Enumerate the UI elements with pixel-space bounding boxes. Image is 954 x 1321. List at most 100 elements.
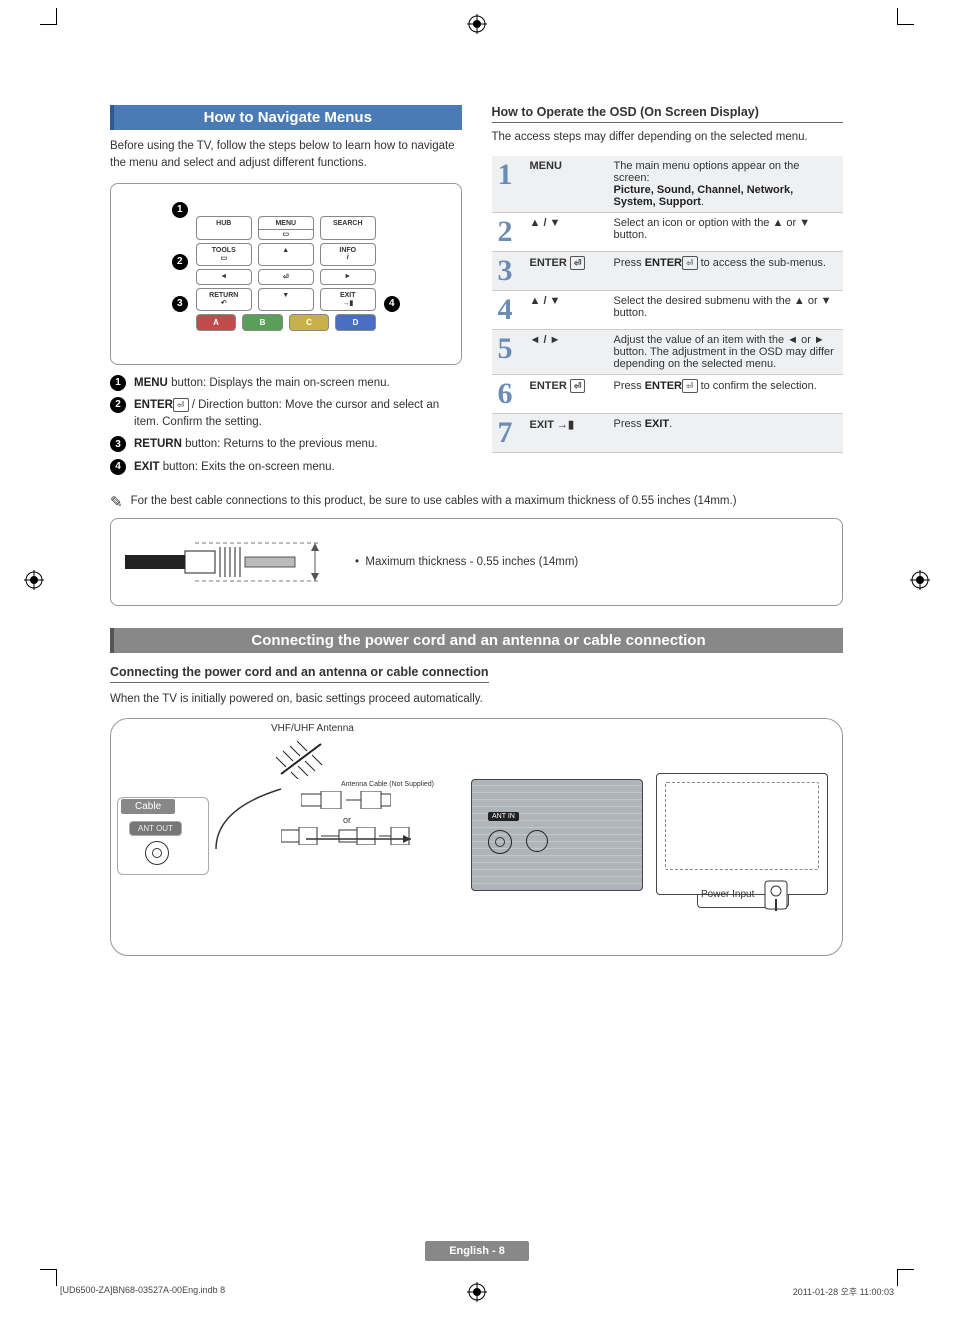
remote-btn-info: INFOi (320, 243, 376, 266)
page-number: English - 8 (425, 1241, 529, 1261)
step-number: 6 (492, 375, 524, 414)
cable-box-outline (117, 797, 209, 875)
section-heading-navigate: How to Navigate Menus (110, 105, 462, 130)
table-row: 3ENTER ⏎Press ENTER⏎ to access the sub-m… (492, 252, 844, 291)
table-row: 4▲ / ▼Select the desired submenu with th… (492, 291, 844, 330)
power-input-label: Power Input (701, 889, 754, 900)
table-row: 6ENTER ⏎Press ENTER⏎ to confirm the sele… (492, 375, 844, 414)
remote-btn-hub: HUB (196, 216, 252, 240)
navigate-item-list: 1 MENU button: Displays the main on-scree… (110, 375, 462, 476)
print-file: [UD6500-ZA]BN68-03527A-00Eng.indb 8 (60, 1285, 225, 1298)
vhf-label: VHF/UHF Antenna (271, 723, 354, 734)
connection-diagram: VHF/UHF Antenna Antenna Cable (Not Suppl… (110, 718, 843, 956)
remote-btn-search: SEARCH (320, 216, 376, 240)
list-item: 4 EXIT button: Exits the on-screen menu. (110, 459, 462, 476)
remote-btn-up: ▲ (258, 243, 314, 266)
step-number: 2 (492, 213, 524, 252)
section-heading-connection: Connecting the power cord and an antenna… (110, 628, 843, 653)
remote-btn-right: ► (320, 269, 376, 285)
tv-back-panel: ANT IN (471, 779, 643, 891)
callout-2: 2 (172, 254, 188, 270)
bullet-num: 2 (110, 397, 126, 413)
step-desc: Select an icon or option with the ▲ or ▼… (608, 213, 844, 252)
step-number: 4 (492, 291, 524, 330)
cable-note-text: For the best cable connections to this p… (131, 495, 737, 507)
callout-1: 1 (172, 202, 188, 218)
print-timestamp: 2011-01-28 오후 11:00:03 (793, 1285, 894, 1298)
remote-btn-color-a: A (196, 314, 237, 331)
table-row: 1MENUThe main menu options appear on the… (492, 156, 844, 213)
remote-btn-color-b: B (242, 314, 283, 331)
coax-icon (488, 830, 512, 854)
remote-btn-color-d: D (335, 314, 376, 331)
bullet-num: 4 (110, 459, 126, 475)
registration-mark (24, 570, 44, 590)
step-desc: Press ENTER⏎ to confirm the selection. (608, 375, 844, 414)
osd-heading: How to Operate the OSD (On Screen Displa… (492, 105, 844, 123)
list-item-text: EXIT button: Exits the on-screen menu. (134, 459, 335, 476)
step-key: ENTER ⏎ (524, 375, 608, 414)
step-number: 3 (492, 252, 524, 291)
connection-subheading: Connecting the power cord and an antenna… (110, 665, 489, 683)
step-key: ◄ / ► (524, 330, 608, 375)
crop-mark (40, 8, 57, 25)
remote-btn-color-c: C (289, 314, 330, 331)
cable-bullet: • Maximum thickness - 0.55 inches (14mm) (355, 556, 578, 568)
step-number: 5 (492, 330, 524, 375)
remote-btn-exit: EXIT→▮ (320, 288, 376, 311)
remote-btn-left: ◄ (196, 269, 252, 285)
right-column: How to Operate the OSD (On Screen Displa… (492, 105, 844, 481)
osd-steps-table: 1MENUThe main menu options appear on the… (492, 156, 844, 453)
connection-lead: When the TV is initially powered on, bas… (110, 691, 843, 708)
list-item-text: MENU button: Displays the main on-screen… (134, 375, 390, 392)
step-desc: The main menu options appear on the scre… (608, 156, 844, 213)
note-icon: ✎ (110, 495, 123, 510)
tv-front (656, 773, 828, 895)
list-item-text: ENTER⏎ / Direction button: Move the curs… (134, 397, 462, 432)
page: How to Navigate Menus Before using the T… (0, 0, 954, 1321)
crop-mark (897, 8, 914, 25)
print-metadata: [UD6500-ZA]BN68-03527A-00Eng.indb 8 2011… (60, 1285, 894, 1298)
remote-btn-down: ▼ (258, 288, 314, 311)
bullet-num: 3 (110, 436, 126, 452)
registration-mark (910, 570, 930, 590)
page-footer: English - 8 (0, 1241, 954, 1261)
step-key: MENU (524, 156, 608, 213)
step-key: EXIT →▮ (524, 414, 608, 453)
list-item: 1 MENU button: Displays the main on-scree… (110, 375, 462, 392)
table-row: 5◄ / ►Adjust the value of an item with t… (492, 330, 844, 375)
list-item-text: RETURN button: Returns to the previous m… (134, 436, 378, 453)
step-key: ▲ / ▼ (524, 213, 608, 252)
bullet-num: 1 (110, 375, 126, 391)
list-item: 3 RETURN button: Returns to the previous … (110, 436, 462, 453)
content-area: How to Navigate Menus Before using the T… (110, 105, 843, 956)
connection-section: Connecting the power cord and an antenna… (110, 628, 843, 956)
navigate-lead: Before using the TV, follow the steps be… (110, 138, 462, 173)
port-icon (526, 830, 548, 852)
callout-4: 4 (384, 296, 400, 312)
step-key: ▲ / ▼ (524, 291, 608, 330)
left-column: How to Navigate Menus Before using the T… (110, 105, 462, 481)
remote-illustration: 1 2 3 HUB MENU▭ SEARCH TOOLS▭ (110, 183, 462, 365)
step-desc: Adjust the value of an item with the ◄ o… (608, 330, 844, 375)
crop-mark (897, 1269, 914, 1286)
table-row: 2▲ / ▼Select an icon or option with the … (492, 213, 844, 252)
step-desc: Press ENTER⏎ to access the sub-menus. (608, 252, 844, 291)
remote-btn-return: RETURN↶ (196, 288, 252, 311)
step-number: 7 (492, 414, 524, 453)
list-item: 2 ENTER⏎ / Direction button: Move the cur… (110, 397, 462, 432)
remote-btn-tools: TOOLS▭ (196, 243, 252, 266)
cable-note: ✎ For the best cable connections to this… (110, 495, 843, 510)
step-number: 1 (492, 156, 524, 213)
callout-3: 3 (172, 296, 188, 312)
remote-btn-enter: ⏎ (258, 269, 314, 285)
osd-lead: The access steps may differ depending on… (492, 129, 844, 146)
step-desc: Press EXIT. (608, 414, 844, 453)
step-desc: Select the desired submenu with the ▲ or… (608, 291, 844, 330)
cable-thickness-diagram: • Maximum thickness - 0.55 inches (14mm) (110, 518, 843, 606)
step-key: ENTER ⏎ (524, 252, 608, 291)
crop-mark (40, 1269, 57, 1286)
table-row: 7EXIT →▮Press EXIT. (492, 414, 844, 453)
remote-btn-menu: MENU▭ (258, 216, 314, 240)
ant-in-label: ANT IN (488, 812, 519, 821)
